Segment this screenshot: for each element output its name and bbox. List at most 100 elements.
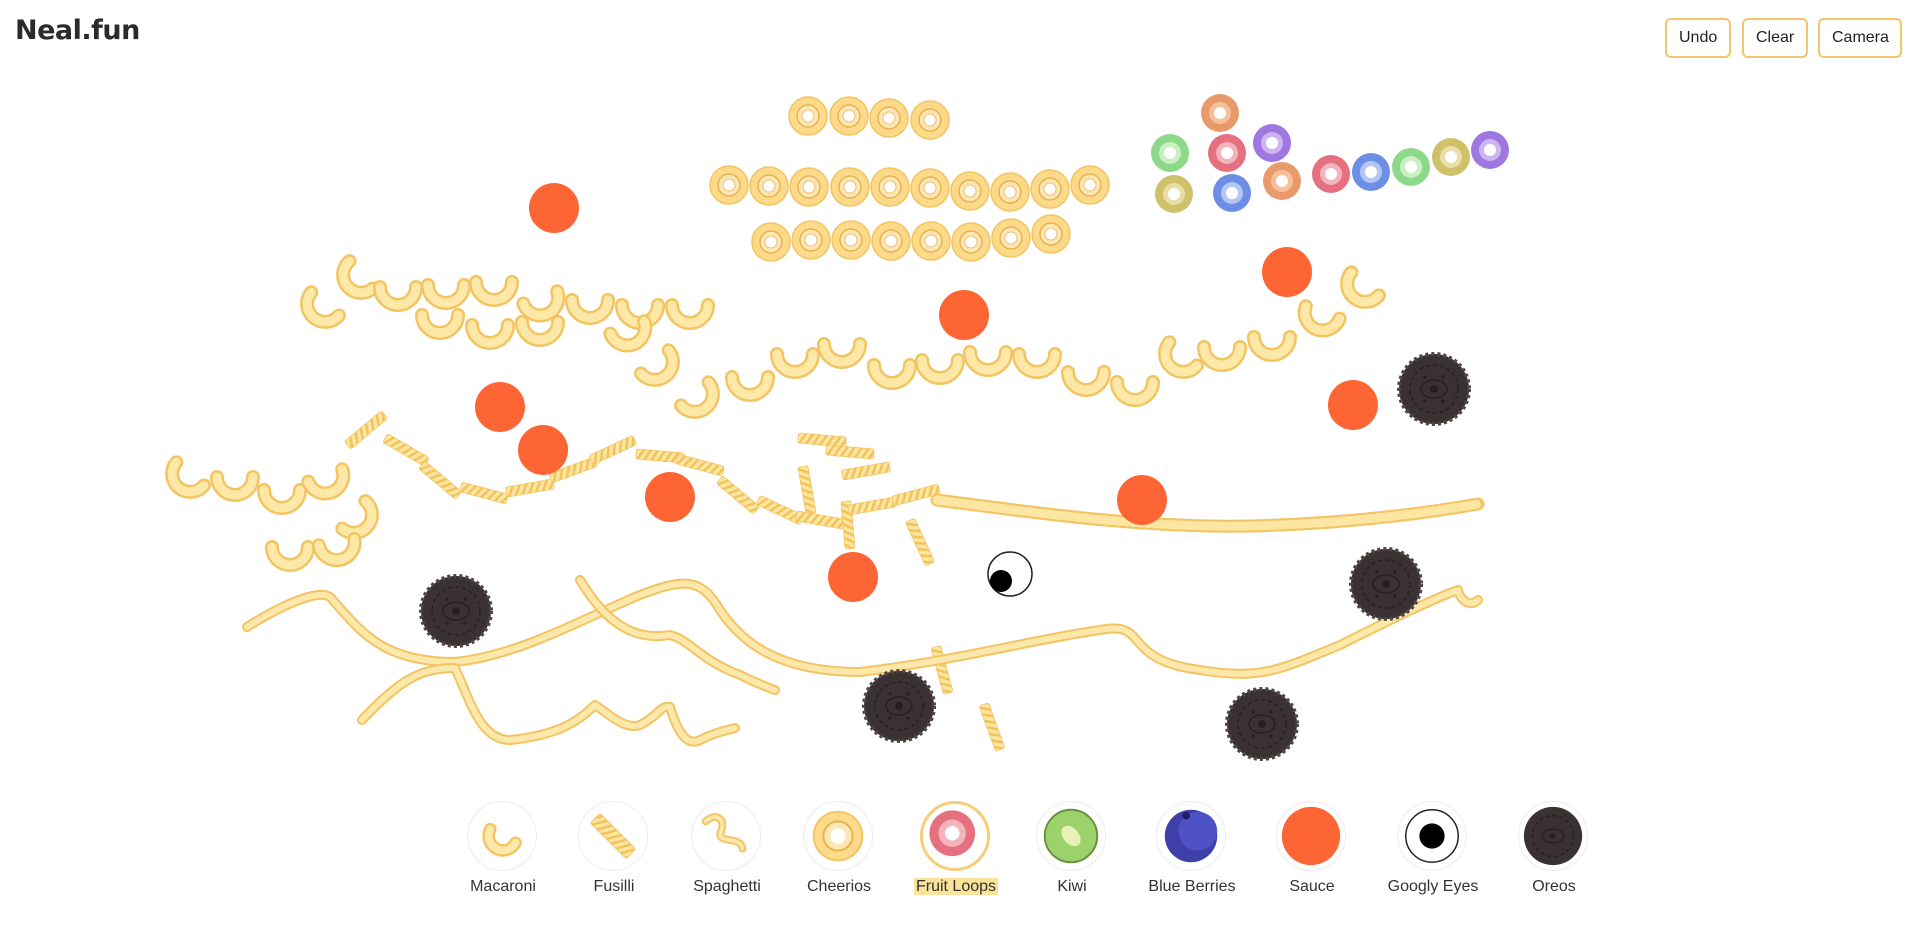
cheerio [788, 96, 828, 136]
tool-cheerios[interactable]: Cheerios [784, 800, 894, 910]
cheerio [829, 96, 869, 136]
cheerio [749, 166, 789, 206]
undo-button[interactable]: Undo [1665, 18, 1731, 58]
spaghetti-strands [242, 575, 1483, 747]
cheerio [951, 222, 991, 262]
macaroni [1019, 354, 1055, 372]
sauce-icon [1276, 801, 1346, 871]
tool-fusilli[interactable]: Fusilli [559, 800, 669, 910]
tool-fruit-loops[interactable]: Fruit Loops [901, 800, 1011, 910]
cheerio [751, 222, 791, 262]
clear-button[interactable]: Clear [1742, 18, 1808, 58]
tool-blue-berries[interactable]: Blue Berries [1137, 800, 1247, 910]
sauce-dot [518, 425, 568, 475]
fusilli [588, 434, 638, 466]
oreo [419, 574, 493, 648]
cheerio [1070, 165, 1110, 205]
tool-googly-eyes[interactable]: Googly Eyes [1378, 800, 1488, 910]
tool-label: Fusilli [593, 878, 635, 895]
fusilli-icon [578, 801, 648, 871]
tool-label: Sauce [1289, 878, 1335, 895]
fusilli [797, 432, 847, 448]
macaroni [732, 377, 768, 395]
macaroni [272, 547, 308, 565]
tool-label: Blue Berries [1148, 878, 1236, 895]
macaroni [217, 477, 253, 495]
cheerio [1031, 214, 1071, 254]
macaroni [681, 382, 720, 419]
macaroni [264, 490, 300, 508]
sauce-dot [1328, 380, 1378, 430]
tool-oreos[interactable]: Oreos [1499, 800, 1609, 910]
sauce-dot [529, 183, 579, 233]
sauce-dot [645, 472, 695, 522]
fusilli [978, 702, 1006, 752]
cheerio [1030, 169, 1070, 209]
site-logo[interactable]: Neal.fun [15, 15, 140, 46]
cheerio [789, 167, 829, 207]
sauce-dot [475, 382, 525, 432]
macaroni [1158, 342, 1197, 379]
macaroni [622, 305, 658, 323]
macaroni [874, 365, 910, 383]
tool-spaghetti[interactable]: Spaghetti [672, 800, 782, 910]
macaroni [572, 300, 608, 318]
cheerio [871, 221, 911, 261]
cheerio-icon [803, 801, 873, 871]
camera-button[interactable]: Camera [1818, 18, 1902, 58]
tool-label: Spaghetti [693, 878, 761, 895]
macaroni [308, 469, 348, 498]
macaroni [672, 305, 708, 323]
fusilli [505, 478, 555, 498]
tool-sauce[interactable]: Sauce [1257, 800, 1367, 910]
macaroni [342, 501, 379, 540]
cheerio [831, 220, 871, 260]
fusilli [344, 410, 388, 450]
macaroni [380, 287, 416, 305]
macaroni [1300, 306, 1340, 335]
macaroni [319, 539, 358, 563]
cheerio [870, 167, 910, 207]
tool-label: Fruit Loops [913, 878, 999, 895]
fusilli [635, 448, 685, 464]
cheerio [791, 220, 831, 260]
tool-label: Kiwi [1057, 878, 1087, 895]
googly-eye-icon [1397, 801, 1467, 871]
fusilli [847, 496, 897, 516]
tool-label: Macaroni [470, 878, 536, 895]
macaroni [165, 462, 204, 499]
oreo-icon [1518, 801, 1588, 871]
macaroni [1204, 347, 1240, 365]
tool-kiwi[interactable]: Kiwi [1017, 800, 1127, 910]
macaroni-icon [467, 801, 537, 871]
fruit-loops-cluster [1151, 94, 1509, 213]
fusilli-strand [930, 493, 1485, 533]
sauce-dot [1117, 475, 1167, 525]
fusilli [841, 461, 891, 481]
tool-macaroni[interactable]: Macaroni [448, 800, 558, 910]
macaroni [922, 360, 958, 378]
macaroni [472, 325, 508, 343]
kiwi-icon [1036, 801, 1106, 871]
macaroni [610, 321, 650, 350]
macaroni [1254, 337, 1290, 355]
macaroni [970, 352, 1006, 370]
macaroni [422, 315, 458, 333]
macaroni [824, 344, 860, 362]
fusilli [891, 483, 941, 507]
oreo [1349, 547, 1423, 621]
cheerio [910, 100, 950, 140]
fusilli [716, 475, 760, 515]
fusilli [755, 494, 805, 526]
macaroni [523, 291, 563, 320]
cheerio [990, 172, 1030, 212]
cheerio [709, 165, 749, 205]
tool-label: Oreos [1532, 878, 1576, 895]
macaroni [300, 292, 339, 329]
fusilli [418, 460, 462, 500]
tool-label: Googly Eyes [1387, 878, 1479, 895]
macaroni [1117, 382, 1153, 400]
macaroni [336, 261, 373, 300]
cheerio [869, 98, 909, 138]
